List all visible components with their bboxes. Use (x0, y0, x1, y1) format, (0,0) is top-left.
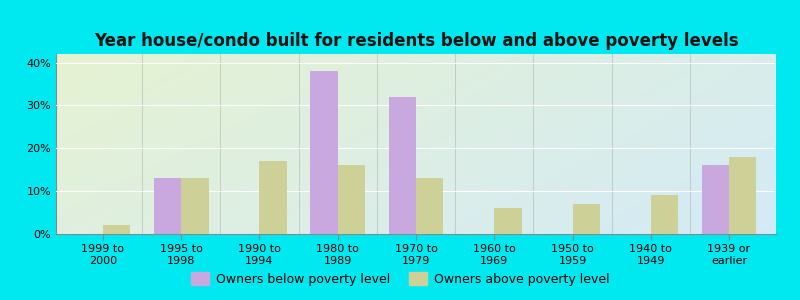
Bar (154, 178, 182, 234)
Bar (182, 178, 209, 234)
Title: Year house/condo built for residents below and above poverty levels: Year house/condo built for residents bel… (94, 32, 738, 50)
Bar (259, 161, 287, 234)
Bar (338, 165, 365, 234)
Bar (494, 208, 522, 234)
Bar (573, 204, 600, 234)
Bar (389, 97, 416, 234)
Bar (310, 71, 338, 234)
Bar (702, 165, 729, 234)
Legend: Owners below poverty level, Owners above poverty level: Owners below poverty level, Owners above… (186, 267, 614, 291)
Bar (416, 178, 443, 234)
Bar (729, 157, 757, 234)
Bar (103, 225, 130, 234)
Bar (650, 195, 678, 234)
